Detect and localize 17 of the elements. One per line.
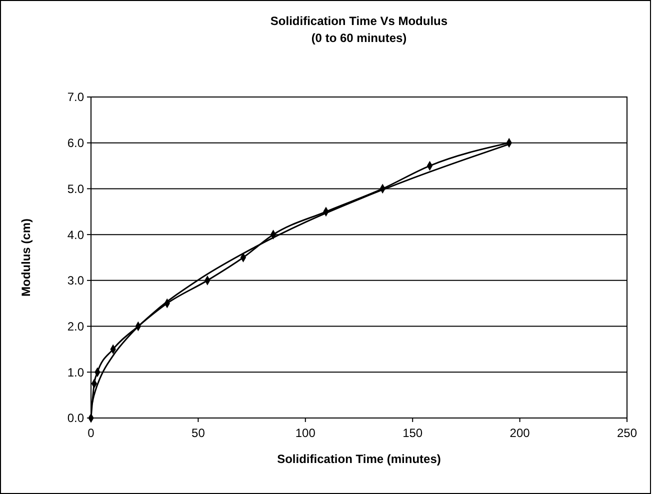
x-tick-label: 100 bbox=[295, 426, 316, 440]
x-tick-label: 150 bbox=[402, 426, 423, 440]
y-tick-label: 3.0 bbox=[67, 274, 84, 288]
y-tick-label: 5.0 bbox=[67, 182, 84, 196]
x-tick-label: 250 bbox=[616, 426, 638, 440]
x-tick-label: 0 bbox=[88, 426, 95, 440]
x-tick-label: 200 bbox=[510, 426, 530, 440]
x-tick-label: 50 bbox=[192, 426, 206, 440]
y-tick-label: 6.0 bbox=[67, 136, 84, 150]
y-tick-label: 0.0 bbox=[67, 411, 84, 426]
y-tick-label: 7.0 bbox=[67, 90, 84, 104]
y-axis-title: Modulus (cm) bbox=[19, 218, 33, 296]
y-tick-label: 4.0 bbox=[67, 228, 84, 242]
chart-title: Solidification Time Vs Modulus (0 to 60 minutes) bbox=[270, 14, 448, 45]
y-tick-label: 2.0 bbox=[67, 319, 84, 334]
y-tick-label: 1.0 bbox=[67, 365, 84, 380]
x-axis-title: Solidification Time (minutes) bbox=[277, 452, 441, 466]
